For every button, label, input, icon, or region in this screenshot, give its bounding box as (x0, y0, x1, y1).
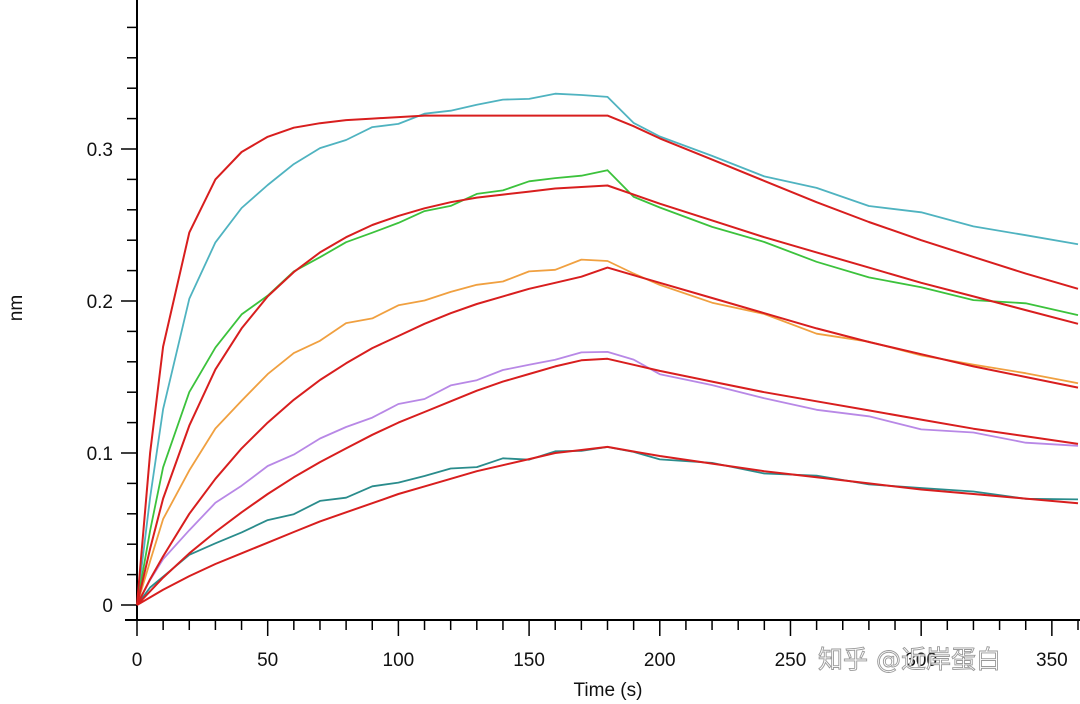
series-line-fit-1 (136, 114, 1079, 606)
series-line-measured-5 (136, 446, 1079, 606)
y-axis-title: nm (6, 295, 27, 321)
x-tick-label: 200 (644, 650, 676, 671)
series-line-measured-4 (136, 351, 1079, 606)
series-line-fit-5 (136, 445, 1079, 606)
series-line-measured-2 (136, 169, 1079, 606)
x-axis-title: Time (s) (574, 680, 643, 701)
x-tick-label: 0 (132, 650, 143, 671)
x-tick-label: 100 (383, 650, 415, 671)
x-tick-label: 150 (513, 650, 545, 671)
y-tick-label: 0.1 (87, 444, 113, 465)
series-line-measured-3 (136, 258, 1079, 606)
series-layer (136, 92, 1079, 606)
y-tick-label: 0.3 (87, 140, 113, 161)
watermark-text: 知乎 @近岸蛋白 (818, 645, 1001, 674)
x-tick-label: 250 (775, 650, 807, 671)
x-tick-label: 50 (257, 650, 278, 671)
series-line-fit-2 (136, 184, 1079, 606)
x-tick-label: 350 (1036, 650, 1068, 671)
y-tick-label: 0 (102, 596, 113, 617)
series-line-fit-4 (136, 357, 1079, 606)
series-line-fit-3 (136, 266, 1079, 606)
axes: 0 0.1 0.2 0.3 0 50 100 150 200 250 300 350 (87, 0, 1080, 671)
x-tick-label: 300 (905, 650, 937, 671)
series-line-measured-1 (136, 92, 1079, 606)
y-tick-label: 0.2 (87, 292, 113, 313)
